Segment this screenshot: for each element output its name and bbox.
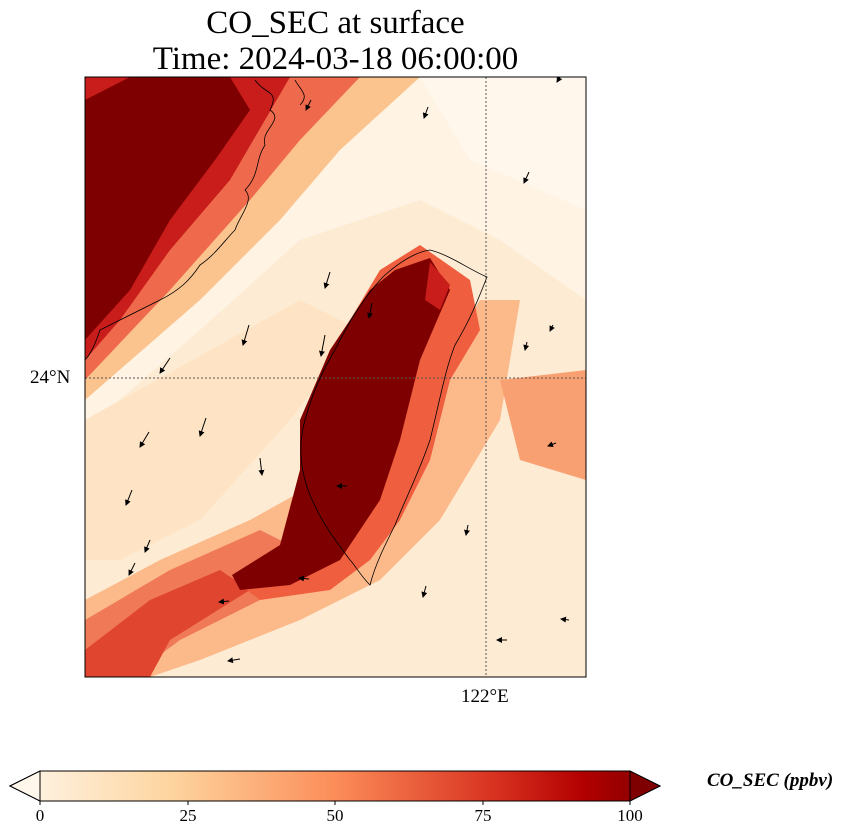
- wind-arrow: [159, 357, 171, 374]
- wind-arrow: [523, 341, 530, 351]
- wind-arrow: [258, 457, 265, 476]
- colorbar-tick-50: 50: [326, 806, 344, 825]
- wind-arrow: [556, 77, 563, 83]
- wind-arrow: [218, 598, 230, 605]
- wind-arrow: [305, 99, 312, 111]
- wind-arrow: [464, 524, 470, 536]
- wind-arrow: [198, 417, 207, 437]
- wind-arrow: [144, 539, 151, 553]
- wind-arrow: [421, 585, 428, 598]
- wind-arrow: [549, 324, 555, 332]
- wind-arrow: [128, 562, 136, 576]
- concentration-field: [85, 77, 586, 677]
- colorbar-tick-100: 100: [617, 806, 643, 825]
- wind-arrow: [560, 616, 570, 623]
- wind-arrow: [241, 324, 250, 346]
- plot-title-line2: Time: 2024-03-18 06:00:00: [152, 41, 519, 77]
- wind-arrow: [367, 302, 373, 319]
- map-frame: [84, 76, 587, 678]
- plot-title-line1: CO_SEC at surface: [206, 5, 465, 41]
- colorbar-tick-25: 25: [179, 806, 197, 825]
- wind-arrow: [323, 271, 331, 289]
- wind-arrow: [227, 657, 241, 664]
- wind-arrow: [125, 489, 133, 506]
- wind-vectors: [125, 77, 570, 664]
- colorbar-tick-75: 75: [474, 806, 492, 825]
- colorbar-label: CO_SEC (ppbv): [707, 770, 834, 791]
- coastline-taiwan: [300, 249, 488, 586]
- colorbar: [8, 770, 662, 805]
- lon-tick-label: 122°E: [461, 686, 509, 707]
- wind-arrow: [318, 334, 326, 357]
- wind-arrow: [523, 171, 530, 184]
- colorbar-tick-0: 0: [35, 806, 45, 825]
- lat-tick-label: 24°N: [30, 367, 71, 388]
- wind-arrow: [422, 106, 429, 119]
- coastline-china: [85, 79, 305, 361]
- wind-arrow: [547, 441, 557, 448]
- wind-arrow: [139, 431, 150, 448]
- wind-arrow: [298, 575, 310, 582]
